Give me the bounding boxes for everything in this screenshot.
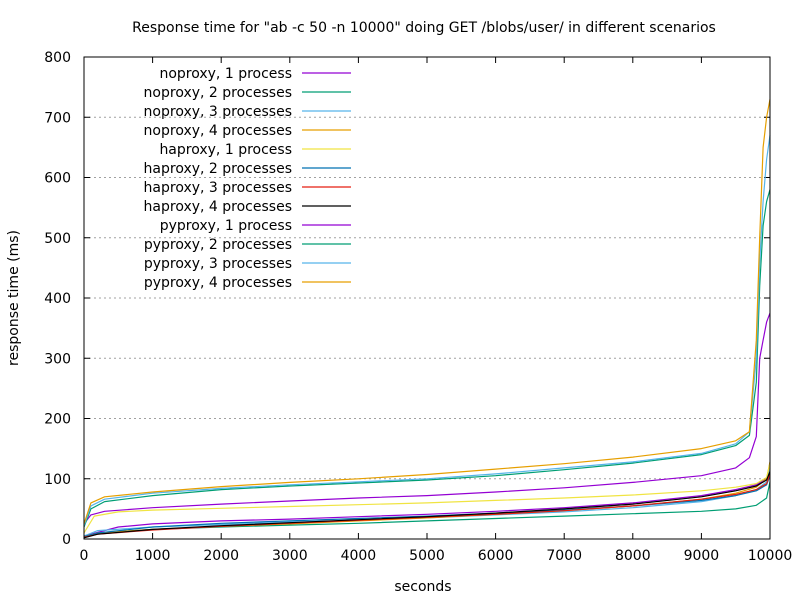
y-tick-label: 200 (44, 412, 71, 428)
x-tick-label: 3000 (272, 548, 308, 564)
series-line-8 (83, 312, 771, 525)
series-line-10 (83, 135, 771, 526)
plot-border (83, 56, 771, 540)
legend-label: noproxy, 4 processes (144, 123, 292, 139)
x-tick-label: 4000 (341, 548, 377, 564)
series-line-0 (83, 472, 771, 537)
x-tick-label: 10000 (748, 548, 793, 564)
legend-label: haproxy, 1 process (159, 142, 292, 158)
x-tick-label: 7000 (546, 548, 582, 564)
y-tick-label: 600 (44, 171, 71, 187)
legend-label: pyproxy, 1 process (160, 218, 292, 234)
y-tick-label: 100 (44, 472, 71, 488)
x-tick-label: 5000 (409, 548, 445, 564)
y-axis-label: response time (ms) (6, 230, 22, 366)
legend-label: pyproxy, 2 processes (144, 237, 292, 253)
legend-label: noproxy, 2 processes (144, 85, 292, 101)
x-tick-label: 6000 (478, 548, 514, 564)
legend-label: noproxy, 1 process (159, 66, 292, 82)
series-lines (83, 99, 771, 539)
chart-title: Response time for "ab -c 50 -n 10000" do… (132, 20, 716, 36)
series-line-7 (83, 471, 771, 539)
legend-label: noproxy, 3 processes (144, 104, 292, 120)
legend-label: pyproxy, 3 processes (144, 256, 292, 272)
series-line-4 (83, 463, 771, 534)
series-line-9 (83, 189, 771, 528)
legend-label: haproxy, 2 processes (144, 161, 292, 177)
gridlines (84, 116, 770, 480)
x-tick-label: 2000 (203, 548, 239, 564)
legend-label: haproxy, 3 processes (144, 180, 292, 196)
legend-label: pyproxy, 4 processes (144, 275, 292, 291)
legend-label: haproxy, 4 processes (144, 199, 292, 215)
y-tick-label: 800 (44, 50, 71, 66)
legend: noproxy, 1 process noproxy, 2 processes no… (144, 66, 351, 291)
y-tick-label: 700 (44, 110, 71, 126)
x-tick-label: 9000 (684, 548, 720, 564)
y-tick-label: 500 (44, 231, 71, 247)
x-tick-label: 1000 (135, 548, 171, 564)
y-tick-label: 400 (44, 291, 71, 307)
series-line-11 (83, 99, 771, 525)
x-tick-label: 0 (80, 548, 89, 564)
y-tick-label: 0 (62, 532, 71, 548)
x-axis-label: seconds (394, 579, 451, 595)
x-tick-label: 8000 (615, 548, 651, 564)
y-tick-label: 300 (44, 351, 71, 367)
